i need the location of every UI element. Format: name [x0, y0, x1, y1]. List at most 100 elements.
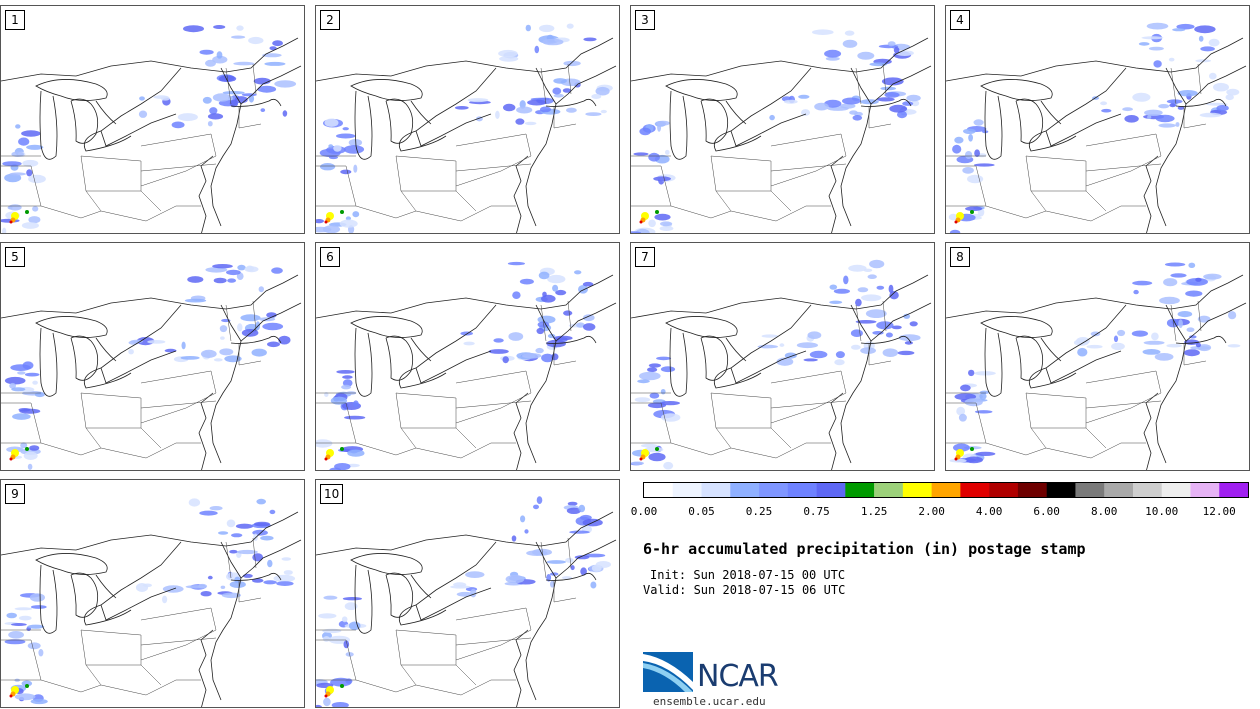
precip-core: [25, 447, 29, 451]
precip-cell: [352, 211, 360, 218]
precip-cell: [281, 557, 292, 561]
precip-core: [340, 684, 344, 688]
precip-cell: [463, 341, 475, 346]
precip-cell: [1163, 278, 1178, 287]
precip-cell: [855, 298, 862, 307]
precip-cell: [344, 602, 358, 611]
precip-cell: [562, 88, 572, 93]
precip-cell: [183, 25, 204, 33]
colorbar-tick-label: 0.25: [745, 505, 773, 518]
precip-cell: [342, 127, 349, 131]
precip-cell: [649, 392, 660, 399]
figure-title: 6-hr accumulated precipitation (in) post…: [643, 540, 1086, 558]
precip-cell: [973, 163, 995, 167]
precip-cell: [911, 100, 920, 107]
precip-field: [948, 22, 1240, 233]
precip-cell: [177, 113, 198, 122]
ensemble-member-panel: 10: [315, 479, 620, 708]
precip-cell: [563, 60, 581, 67]
precip-cell: [1198, 35, 1204, 42]
precip-cell: [1111, 342, 1125, 351]
precip-cell: [660, 389, 666, 395]
precip-cell: [1148, 46, 1164, 51]
precip-cell: [835, 351, 845, 359]
precip-cell: [833, 288, 850, 294]
precip-cell: [1208, 38, 1220, 47]
precip-cell: [1188, 262, 1196, 268]
precip-cell: [171, 121, 185, 129]
precip-cell: [648, 219, 656, 228]
base-map: [631, 29, 932, 233]
precip-cell: [653, 176, 671, 182]
precip-core: [340, 447, 344, 451]
precip-cell: [162, 595, 168, 604]
colorbar-swatch: [701, 483, 731, 497]
precip-cell: [1175, 122, 1180, 127]
precip-cell: [212, 93, 231, 102]
precip-core: [639, 457, 643, 461]
precip-cell: [252, 578, 264, 583]
precip-cell: [949, 458, 967, 463]
base-map: [316, 261, 617, 470]
precip-cell: [1124, 115, 1139, 123]
precip-cell: [27, 463, 33, 470]
precip-cell: [520, 515, 526, 523]
precip-cell: [665, 149, 670, 155]
precip-cell: [15, 124, 21, 129]
precip-cell: [566, 23, 574, 29]
precip-cell: [4, 639, 26, 645]
precip-cell: [647, 367, 658, 373]
precip-cell: [979, 392, 987, 400]
precip-cell: [953, 443, 970, 452]
precip-cell: [508, 332, 524, 341]
precip-cell: [267, 341, 280, 348]
precip-cell: [237, 264, 246, 271]
precip-cell: [798, 94, 810, 99]
precip-cell: [139, 96, 145, 101]
precip-cell: [1186, 327, 1195, 332]
precip-cell: [1186, 278, 1208, 286]
precip-cell: [188, 498, 201, 507]
precip-cell: [889, 291, 899, 300]
precip-cell: [147, 340, 166, 344]
precip-field: [316, 23, 613, 233]
colorbar-swatch: [816, 483, 846, 497]
precip-cell: [164, 348, 177, 353]
precip-cell: [909, 321, 918, 327]
precip-core: [639, 220, 643, 224]
precip-cell: [262, 53, 282, 58]
precip-cell: [546, 574, 552, 582]
precip-cell: [648, 152, 660, 162]
precip-colorbar: [643, 482, 1249, 498]
precip-cell: [1164, 262, 1186, 267]
precip-cell: [1117, 329, 1126, 337]
precip-cell: [266, 312, 277, 318]
precip-cell: [341, 384, 352, 390]
precip-cell: [1195, 277, 1202, 282]
precip-cell: [567, 501, 578, 506]
precip-cell: [460, 331, 473, 336]
precip-cell: [553, 335, 573, 341]
precip-cell: [1113, 335, 1119, 343]
precip-core: [324, 457, 328, 461]
precip-cell: [330, 396, 347, 405]
colorbar-swatch: [1132, 483, 1163, 497]
precip-cell: [23, 451, 38, 460]
precip-cell: [339, 219, 358, 228]
precip-field: [631, 29, 921, 233]
precip-cell: [566, 107, 577, 113]
precip-cell: [18, 137, 30, 146]
precip-cell: [580, 567, 587, 576]
precip-cell: [336, 370, 355, 374]
precip-field: [949, 262, 1241, 464]
precip-cell: [661, 413, 681, 422]
precip-cell: [525, 24, 531, 32]
precip-cell: [542, 38, 564, 46]
precip-cell: [965, 206, 983, 211]
precip-cell: [251, 348, 267, 357]
precip-cell: [524, 529, 529, 534]
precip-cell: [24, 372, 40, 377]
precip-cell: [949, 229, 961, 233]
precip-cell: [1100, 101, 1108, 106]
precip-cell: [1199, 112, 1222, 118]
